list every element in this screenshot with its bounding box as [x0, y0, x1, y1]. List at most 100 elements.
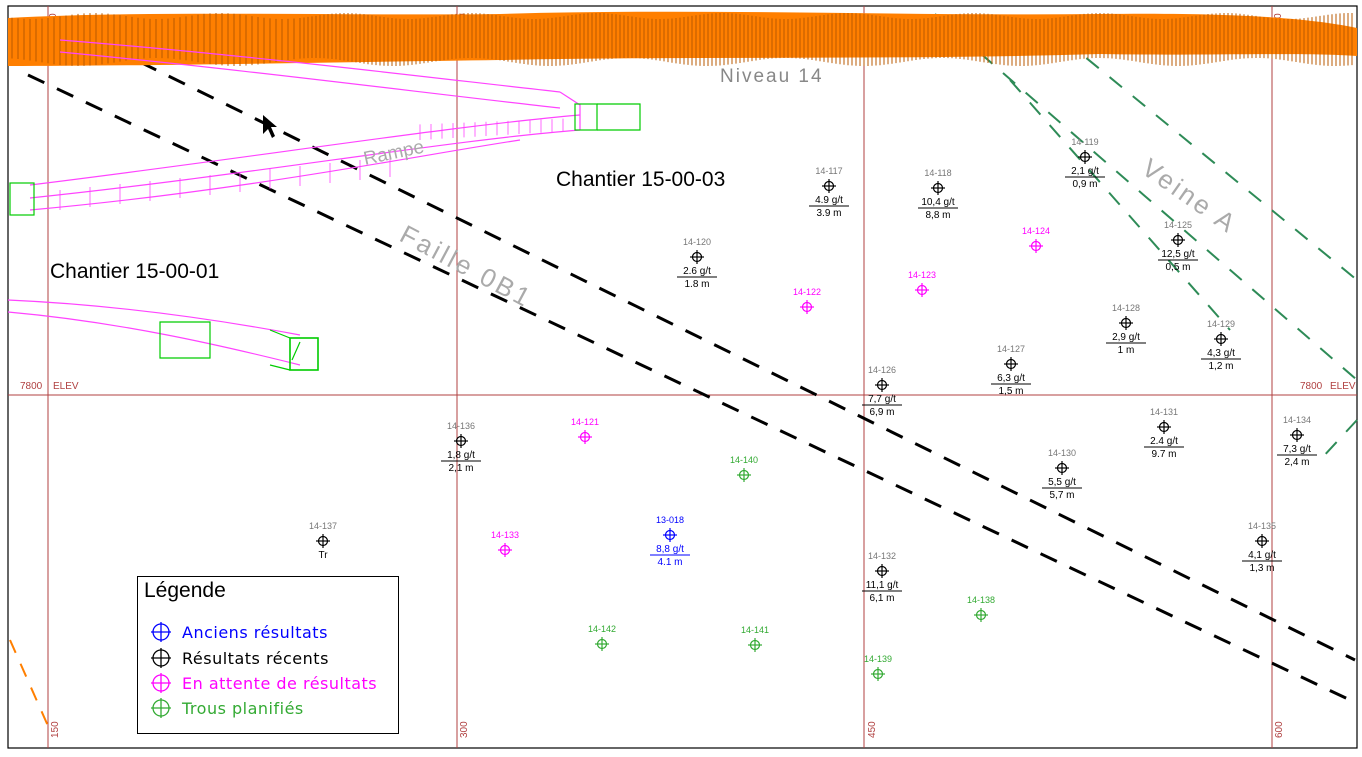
hole-id-label: 14-130 [1048, 448, 1076, 458]
mouse-cursor [263, 115, 277, 138]
hole-grade: 5,5 g/t [1048, 477, 1076, 488]
hole-id-label: 14-123 [908, 270, 936, 280]
chantier-15-00-01-label: Chantier 15-00-01 [50, 260, 220, 283]
hole-id-label: 14-129 [1207, 319, 1235, 329]
grid-label-450-bottom: 450 [867, 721, 878, 738]
hole-grade: 7,7 g/t [868, 394, 896, 405]
drill-hole-14-135[interactable]: 14-135 4,1 g/t 1,3 m [1242, 521, 1282, 574]
drill-hole-14-123[interactable]: 14-123 [908, 270, 936, 297]
drill-hole-14-139[interactable]: 14-139 [864, 654, 892, 681]
fault-label: Faille 0B1 [395, 219, 538, 314]
hole-length: 2,4 m [1284, 457, 1309, 468]
elev-right-value: 7800 [1300, 381, 1323, 392]
hole-length: 1.8 m [684, 279, 709, 290]
legend-item-recent-results: Résultats récents [150, 647, 329, 669]
drill-hole-14-124[interactable]: 14-124 [1022, 226, 1050, 253]
hole-length: 5,7 m [1049, 490, 1074, 501]
hole-length: 1,2 m [1208, 361, 1233, 372]
hole-id-label: 14-121 [571, 417, 599, 427]
hole-id-label: 14-140 [730, 455, 758, 465]
legend-item-pending-results: En attente de résultats [150, 672, 377, 694]
hole-grade: 1,8 g/t [447, 450, 475, 461]
legend: Légende Anciens résultats Résultats réce… [137, 576, 399, 734]
hole-length: 1,3 m [1249, 563, 1274, 574]
drill-hole-14-129[interactable]: 14-129 4,3 g/t 1,2 m [1201, 319, 1241, 372]
hole-length: 0,5 m [1165, 262, 1190, 273]
map-frame [7, 5, 1358, 749]
drift-trace-sw [9, 639, 53, 736]
hole-grade: 2.6 g/t [683, 266, 711, 277]
hole-id-label: 14-137 [309, 521, 337, 531]
hole-id-label: 14-141 [741, 625, 769, 635]
hole-id-label: 14-128 [1112, 303, 1140, 313]
ramp-workings [7, 39, 581, 366]
hole-grade: 4,3 g/t [1207, 348, 1235, 359]
drill-hole-14-122[interactable]: 14-122 [793, 287, 821, 314]
drill-hole-14-119[interactable]: 14-119 2,1 g/t 0,9 m [1065, 137, 1105, 190]
drill-hole-14-137[interactable]: 14-137 Tr [309, 521, 337, 561]
hole-id-label: 14-132 [868, 551, 896, 561]
drill-hole-14-140[interactable]: 14-140 [730, 455, 758, 482]
drill-hole-14-136[interactable]: 14-136 1,8 g/t 2,1 m [441, 421, 481, 474]
drill-hole-14-126[interactable]: 14-126 7,7 g/t 6,9 m [862, 365, 902, 418]
green-workings [9, 103, 641, 371]
hole-id-label: 14-120 [683, 237, 711, 247]
elev-left-value: 7800 [20, 381, 43, 392]
hole-id-label: 13-018 [656, 515, 684, 525]
drill-hole-14-127[interactable]: 14-127 6,3 g/t 1,5 m [991, 344, 1031, 397]
drill-hole-14-128[interactable]: 14-128 2,9 g/t 1 m [1106, 303, 1146, 356]
legend-title: Légende [144, 579, 226, 602]
drill-hole-14-138[interactable]: 14-138 [967, 595, 995, 622]
drill-hole-14-142[interactable]: 14-142 [588, 624, 616, 651]
hole-id-label: 14-127 [997, 344, 1025, 354]
elev-left-unit: ELEV [53, 381, 79, 392]
hole-length: 1,5 m [998, 386, 1023, 397]
hole-id-label: 14-133 [491, 530, 519, 540]
hole-grade: 8,8 g/t [656, 544, 684, 555]
hole-length: 6,1 m [869, 593, 894, 604]
drill-hole-14-131[interactable]: 14-131 2.4 g/t 9.7 m [1144, 407, 1184, 460]
drill-hole-14-133[interactable]: 14-133 [491, 530, 519, 557]
hole-id-label: 14-125 [1164, 220, 1192, 230]
hole-length: 8,8 m [925, 210, 950, 221]
drill-hole-14-118[interactable]: 14-118 10,4 g/t 8,8 m [918, 168, 958, 221]
hole-length: 6,9 m [869, 407, 894, 418]
drill-hole-13-018[interactable]: 13-018 8,8 g/t 4.1 m [650, 515, 690, 568]
hole-id-label: 14-131 [1150, 407, 1178, 417]
ramp-label: Rampe [362, 137, 426, 170]
hole-id-label: 14-122 [793, 287, 821, 297]
hole-grade: 2,1 g/t [1071, 166, 1099, 177]
legend-label-recent: Résultats récents [182, 648, 329, 668]
hole-length: 4.1 m [657, 557, 682, 568]
hole-id-label: 14-119 [1071, 137, 1098, 147]
fault-0b1-traces [27, 60, 1356, 702]
pending-results-icon [151, 673, 171, 693]
hole-id-label: 14-138 [967, 595, 995, 605]
old-results-icon [151, 622, 171, 642]
drill-hole-14-130[interactable]: 14-130 5,5 g/t 5,7 m [1042, 448, 1082, 501]
hole-length: 3.9 m [816, 208, 841, 219]
hole-grade: 4.9 g/t [815, 195, 843, 206]
hole-grade: 7,3 g/t [1283, 444, 1311, 455]
drill-hole-14-117[interactable]: 14-117 4.9 g/t 3.9 m [809, 166, 849, 219]
hole-grade: 11,1 g/t [866, 580, 899, 591]
chantier-15-00-03-label: Chantier 15-00-03 [556, 168, 726, 191]
drill-hole-14-120[interactable]: 14-120 2.6 g/t 1.8 m [677, 237, 717, 290]
drill-hole-14-121[interactable]: 14-121 [571, 417, 599, 444]
hole-id-label: 14-139 [864, 654, 892, 664]
legend-label-old: Anciens résultats [182, 622, 328, 642]
drill-hole-14-132[interactable]: 14-132 11,1 g/t 6,1 m [862, 551, 902, 604]
drill-hole-14-125[interactable]: 14-125 12,5 g/t 0,5 m [1158, 220, 1198, 273]
drill-hole-14-141[interactable]: 14-141 [741, 625, 769, 652]
grid-lines [8, 6, 1357, 748]
hole-length: 2,1 m [448, 463, 473, 474]
vein-a-traces [934, 13, 1358, 461]
drill-hole-14-134[interactable]: 14-134 7,3 g/t 2,4 m [1277, 415, 1317, 468]
hole-grade: 2,9 g/t [1112, 332, 1140, 343]
level-14-drift [8, 11, 1357, 66]
level-label: Niveau 14 [720, 66, 824, 87]
hole-length: 0,9 m [1072, 179, 1097, 190]
hole-grade: Tr [318, 550, 328, 561]
